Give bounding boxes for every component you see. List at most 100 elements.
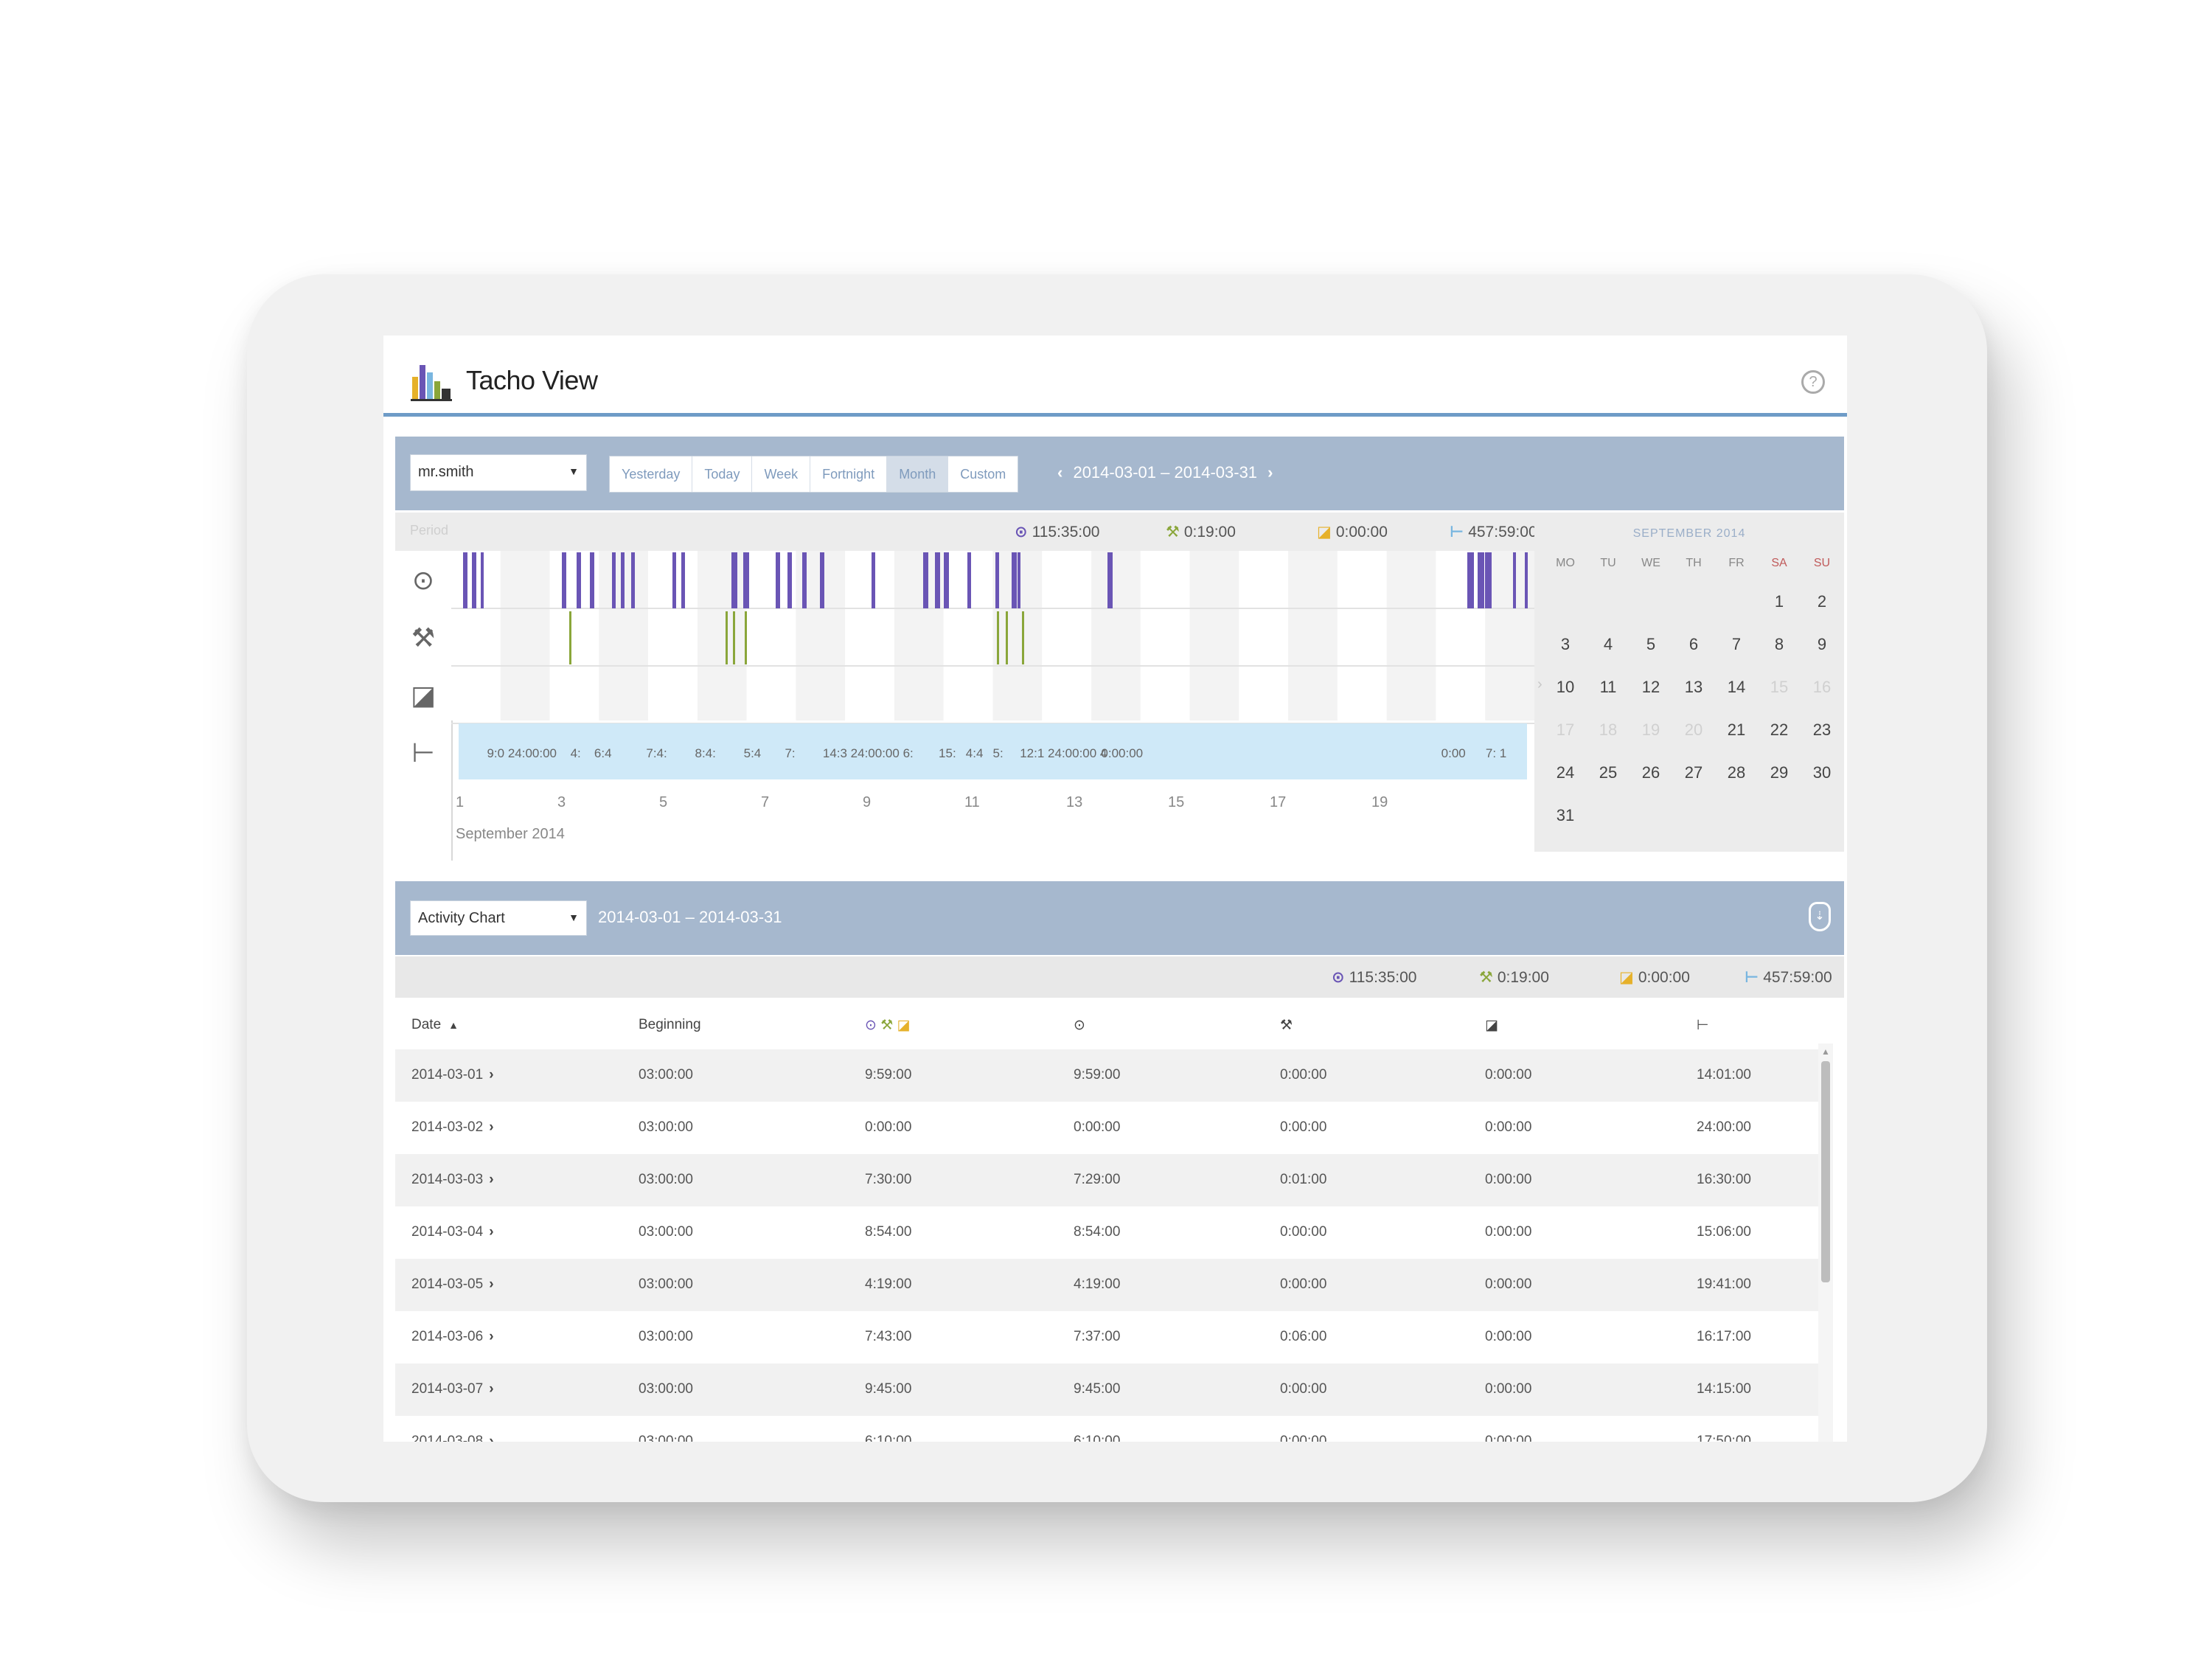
table-row[interactable]: 2014-03-01 › 03:00:00 9:59:00 9:59:00 0:00:00…	[395, 1049, 1826, 1102]
calendar-day[interactable]: 16	[1812, 678, 1832, 696]
timeline-summary-bar: Period ⊙ 115:35:00 ⚒ 0:19:00 ◪ 0:00:00 ⊢ 457…	[395, 513, 1537, 551]
column-header-date[interactable]: Date ▲	[411, 1017, 459, 1032]
calendar-day[interactable]: 25	[1599, 763, 1618, 782]
chevron-right-icon[interactable]: ›	[489, 1381, 494, 1397]
driving-segment	[743, 552, 749, 608]
range-button-custom[interactable]: Custom	[960, 467, 1006, 482]
range-button-week[interactable]: Week	[752, 456, 811, 492]
driving-segment	[1513, 552, 1516, 608]
cell-rest: 14:01:00	[1697, 1067, 1751, 1083]
help-icon[interactable]: ?	[1801, 370, 1825, 394]
calendar-day[interactable]: 22	[1770, 720, 1789, 739]
driving-segment	[577, 552, 581, 608]
calendar-day[interactable]: 17	[1556, 720, 1575, 739]
tacho-logo-icon	[411, 365, 452, 401]
range-button-today[interactable]: Today	[692, 456, 753, 492]
calendar-day[interactable]: 13	[1684, 678, 1703, 696]
chevron-right-icon[interactable]: ›	[489, 1329, 494, 1344]
steering-wheel-icon: ⊙	[1015, 524, 1028, 541]
cell-total: 9:59:00	[865, 1067, 912, 1083]
calendar-day[interactable]: 9	[1817, 635, 1827, 653]
driving-segment	[935, 552, 940, 608]
calendar-day[interactable]: 18	[1599, 720, 1618, 739]
cell-date[interactable]: 2014-03-03 ›	[411, 1172, 494, 1188]
table-row[interactable]: 2014-03-06 › 03:00:00 7:43:00 7:37:00 0:06:00…	[395, 1311, 1826, 1364]
calendar-day[interactable]: 14	[1727, 678, 1746, 696]
driving-segment	[1467, 552, 1474, 608]
driver-select[interactable]: mr.smith ▼	[410, 454, 587, 491]
calendar-day[interactable]: 12	[1641, 678, 1660, 696]
chevron-right-icon[interactable]: ›	[489, 1067, 494, 1083]
chevron-left-icon[interactable]: ‹	[1057, 463, 1063, 482]
calendar-day[interactable]: 28	[1727, 763, 1746, 782]
timeline-chart[interactable]: 9:0 24:00:00 4: 6:4 7:4: 8:4: 5:4 7: 14:3 24:00…	[451, 551, 1534, 779]
column-header-work[interactable]: ⚒	[1280, 1017, 1293, 1034]
calendar-day[interactable]: 30	[1812, 763, 1832, 782]
view-select[interactable]: Activity Chart ▼	[410, 900, 587, 936]
calendar-day[interactable]: 21	[1727, 720, 1746, 739]
chevron-right-icon[interactable]: ›	[489, 1434, 494, 1442]
table-row[interactable]: 2014-03-05 › 03:00:00 4:19:00 4:19:00 0:00:00…	[395, 1259, 1826, 1311]
calendar-day[interactable]: 8	[1774, 635, 1784, 653]
table-row[interactable]: 2014-03-08 › 03:00:00 6:10:00 6:10:00 0:00:00…	[395, 1416, 1826, 1442]
timeline-day-tick: 1	[456, 794, 465, 810]
column-header-beginning[interactable]: Beginning	[639, 1017, 701, 1032]
cell-date[interactable]: 2014-03-08 ›	[411, 1434, 494, 1442]
table-row[interactable]: 2014-03-02 › 03:00:00 0:00:00 0:00:00 0:00:00…	[395, 1102, 1826, 1154]
calendar-day[interactable]: 6	[1688, 635, 1699, 653]
chevron-right-icon[interactable]: ›	[489, 1119, 494, 1135]
chevron-right-icon[interactable]: ›	[489, 1276, 494, 1292]
calendar-day[interactable]: 23	[1812, 720, 1832, 739]
calendar-day[interactable]: 1	[1774, 592, 1784, 611]
calendar-weekday: TU	[1600, 557, 1616, 569]
calendar-day[interactable]: 7	[1731, 635, 1742, 653]
period-separator: –	[1161, 463, 1170, 482]
table-scrollbar[interactable]: ▲	[1818, 1043, 1833, 1442]
calendar-day[interactable]: 15	[1770, 678, 1789, 696]
cell-date[interactable]: 2014-03-02 ›	[411, 1119, 494, 1136]
calendar-day[interactable]: 3	[1560, 635, 1571, 653]
period-navigator: ‹ 2014-03-01 – 2014-03-31 ›	[1051, 463, 1279, 482]
scrollbar-thumb[interactable]	[1821, 1061, 1830, 1282]
calendar-day[interactable]: 10	[1556, 678, 1575, 696]
chevron-right-icon[interactable]: ›	[489, 1224, 494, 1240]
calendar-day[interactable]: 2	[1817, 592, 1827, 611]
calendar-day[interactable]: 26	[1641, 763, 1660, 782]
calendar-day[interactable]: 4	[1603, 635, 1613, 653]
calendar-day[interactable]: 27	[1684, 763, 1703, 782]
calendar-day[interactable]: 19	[1641, 720, 1660, 739]
cell-work: 0:01:00	[1280, 1172, 1327, 1187]
range-button-fortnight[interactable]: Fortnight	[810, 456, 888, 492]
cell-date[interactable]: 2014-03-05 ›	[411, 1276, 494, 1293]
chevron-right-icon[interactable]: ›	[489, 1172, 494, 1187]
calendar-day[interactable]: 5	[1646, 635, 1656, 653]
cell-date[interactable]: 2014-03-07 ›	[411, 1381, 494, 1397]
export-icon[interactable]: ⇣	[1809, 902, 1831, 931]
view-select-value: Activity Chart	[418, 910, 505, 926]
cell-date[interactable]: 2014-03-04 ›	[411, 1224, 494, 1240]
chevron-right-icon[interactable]: ›	[1267, 463, 1273, 482]
cell-date[interactable]: 2014-03-06 ›	[411, 1329, 494, 1345]
scroll-up-icon[interactable]: ▲	[1821, 1046, 1830, 1057]
column-header-availability[interactable]: ◪	[1485, 1017, 1498, 1034]
calendar-day[interactable]: 24	[1556, 763, 1575, 782]
calendar-prev-icon[interactable]: ›	[1537, 676, 1543, 692]
column-header-driving[interactable]: ⊙	[1074, 1017, 1085, 1034]
calendar-day[interactable]: 29	[1770, 763, 1789, 782]
column-header-total[interactable]: ⊙ ⚒ ◪	[865, 1017, 910, 1034]
cell-driving: 9:59:00	[1074, 1067, 1121, 1083]
cell-date[interactable]: 2014-03-01 ›	[411, 1067, 494, 1083]
range-button-month[interactable]: Month	[887, 456, 949, 492]
calendar-day[interactable]: 31	[1556, 806, 1575, 824]
range-button-yesterday[interactable]: Yesterday	[610, 456, 693, 492]
activity-timeline[interactable]: ⊙ ⚒ ◪ ⊢ 9:0 24:00:00 4: 6:4 7:4: 8:4: 5:4 7: 14…	[395, 551, 1534, 861]
calendar-day[interactable]: 11	[1599, 678, 1617, 696]
table-row[interactable]: 2014-03-03 › 03:00:00 7:30:00 7:29:00 0:01:00…	[395, 1154, 1826, 1206]
hammer-icon: ⚒	[1479, 969, 1493, 986]
table-row[interactable]: 2014-03-07 › 03:00:00 9:45:00 9:45:00 0:00:00…	[395, 1364, 1826, 1416]
period-end: 2014-03-31	[1174, 463, 1258, 482]
table-row[interactable]: 2014-03-04 › 03:00:00 8:54:00 8:54:00 0:00:00…	[395, 1206, 1826, 1259]
calendar-day[interactable]: 20	[1684, 720, 1703, 739]
column-header-rest[interactable]: ⊢	[1697, 1017, 1709, 1034]
app-header: Tacho View ?	[383, 336, 1847, 417]
